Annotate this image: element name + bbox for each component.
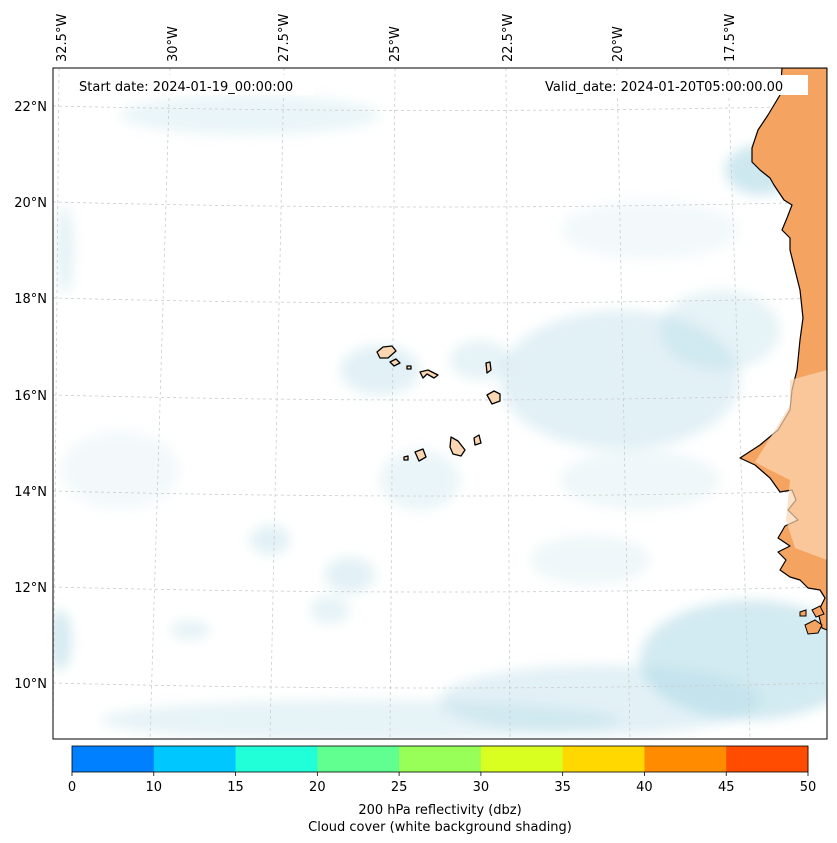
valid-date-label: Valid_date: 2024-01-20T05:00:00.00 — [545, 80, 783, 95]
lat-label: 18°N — [14, 292, 47, 307]
island-sao-vicente — [389, 358, 401, 367]
lat-label: 22°N — [14, 100, 47, 115]
colorbar-tick-label: 10 — [146, 780, 163, 795]
colorbar-segment — [726, 746, 809, 772]
start-date-label: Start date: 2024-01-19_00:00:00 — [79, 80, 293, 95]
lon-label: 25°W — [388, 26, 403, 62]
island-sao-nicolau — [419, 369, 439, 379]
meridian-27.5w — [269, 68, 285, 739]
colorbar-tick-label: 20 — [309, 780, 326, 795]
island-fogo — [414, 448, 427, 462]
lat-label: 20°N — [14, 196, 47, 211]
colorbar-tick-label: 40 — [636, 780, 653, 795]
colorbar-segment — [317, 746, 400, 772]
meridian-17.5w — [727, 68, 751, 739]
meridian-22.5w — [505, 68, 511, 739]
valid-date-box — [538, 75, 808, 95]
lon-label: 20°W — [611, 26, 626, 62]
island-maio — [473, 434, 482, 446]
start-date-box — [70, 75, 315, 95]
island-santo-antao — [376, 345, 397, 359]
lat-label: 14°N — [14, 485, 47, 500]
parallel-14n — [53, 490, 827, 497]
parallel-10n — [53, 682, 827, 689]
longitude-labels: 32.5°W 30°W 27.5°W 25°W 22.5°W 20°W 17.5… — [55, 14, 738, 62]
lat-label: 16°N — [14, 389, 47, 404]
colorbar-tick-label: 50 — [800, 780, 817, 795]
colorbar: 0 10 15 20 25 30 35 40 45 50 200 hPa reflectivity… — [68, 745, 816, 835]
colorbar-label-reflectivity: 200 hPa reflectivity (dbz) — [358, 803, 521, 818]
lat-label: 10°N — [14, 677, 47, 692]
map-frame — [52, 67, 828, 740]
colorbar-frame — [71, 745, 809, 773]
meridian-20w — [616, 68, 631, 739]
colorbar-label-cloud-cover: Cloud cover (white background shading) — [308, 820, 572, 835]
colorbar-segments — [72, 746, 809, 772]
lon-label: 22.5°W — [501, 14, 516, 62]
parallel-20n — [53, 201, 827, 208]
island-santiago — [449, 436, 466, 457]
graticule — [53, 68, 827, 739]
lon-label: 27.5°W — [277, 14, 292, 62]
parallel-18n — [53, 297, 827, 304]
parallel-22n — [53, 105, 827, 111]
lon-label: 32.5°W — [55, 14, 70, 62]
colorbar-segment — [399, 746, 482, 772]
colorbar-tick-label: 15 — [227, 780, 244, 795]
lat-label: 12°N — [14, 581, 47, 596]
meridian-32.5w — [53, 68, 60, 739]
colorbar-segment — [72, 746, 155, 772]
colorbar-tick-label: 35 — [554, 780, 571, 795]
colorbar-ticks: 0 10 15 20 25 30 35 40 45 50 — [68, 772, 816, 795]
colorbar-segment — [235, 746, 318, 772]
island-sal — [485, 361, 492, 374]
sahel-shading — [755, 370, 827, 560]
colorbar-segment — [153, 746, 237, 772]
colorbar-tick-label: 45 — [718, 780, 735, 795]
cloud-cover-shading — [53, 95, 827, 739]
colorbar-tick-label: 0 — [68, 780, 76, 795]
latitude-labels: 22°N 20°N 18°N 16°N 14°N 12°N 10°N — [14, 100, 47, 692]
island-santa-luzia — [406, 365, 412, 370]
cape-verde-islands — [376, 345, 501, 462]
colorbar-tick-label: 25 — [391, 780, 408, 795]
meridian-30w — [149, 68, 171, 739]
lon-label: 17.5°W — [723, 14, 738, 62]
island-brava — [403, 455, 409, 461]
meridian-25w — [389, 68, 396, 739]
colorbar-segment — [480, 746, 564, 772]
colorbar-segment — [644, 746, 727, 772]
parallel-12n — [53, 586, 827, 593]
parallel-16n — [53, 394, 827, 401]
bijagos-islands — [799, 605, 825, 635]
island-boa-vista — [486, 390, 501, 405]
colorbar-tick-label: 30 — [473, 780, 490, 795]
map-panel: Start date: 2024-01-19_00:00:00 Valid_da… — [52, 67, 828, 740]
lon-label: 30°W — [166, 26, 181, 62]
colorbar-segment — [562, 746, 645, 772]
